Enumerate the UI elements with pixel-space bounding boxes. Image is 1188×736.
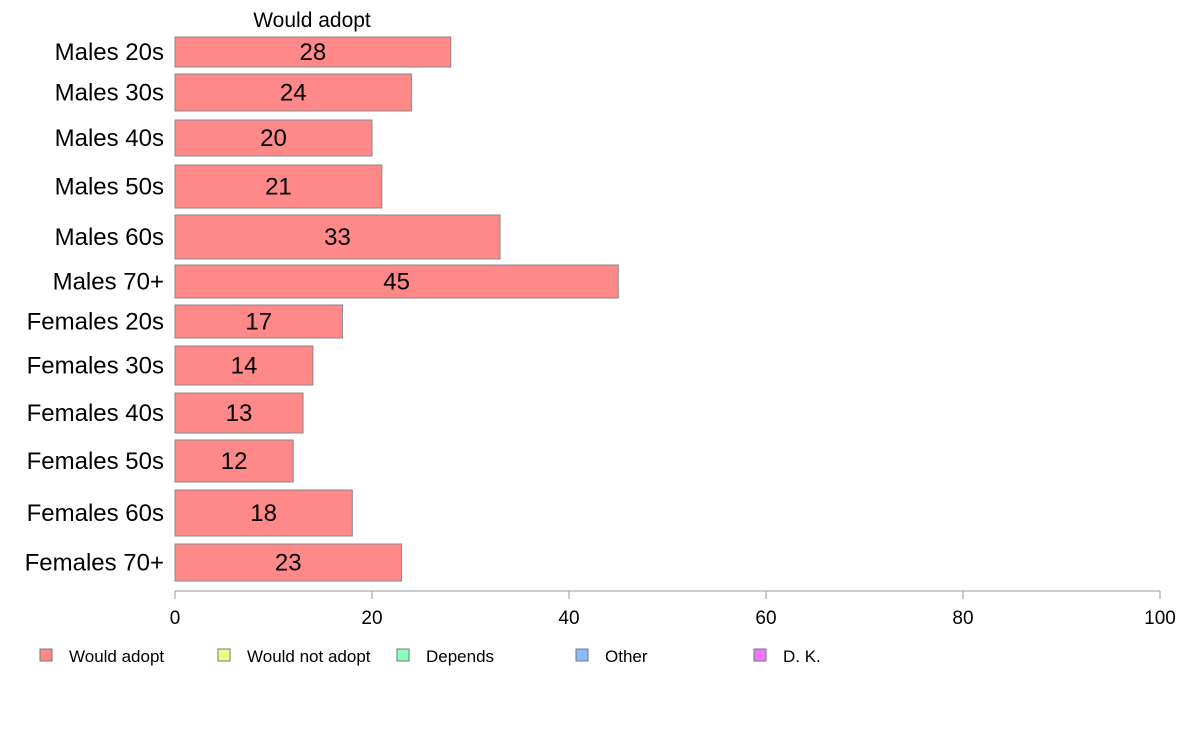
legend-label: D. K. [783,647,821,666]
bar-value-label: 13 [226,400,253,427]
x-tick-label: 0 [170,608,181,629]
bar-value-label: 20 [260,125,287,152]
category-label: Males 50s [55,174,164,201]
bar-value-label: 24 [280,80,307,107]
bar-value-label: 21 [265,174,292,201]
x-tick-label: 60 [755,608,776,629]
bar [174,164,383,209]
category-label: Females 20s [27,309,164,336]
category-label: Females 30s [27,353,164,380]
legend-label: Would not adopt [247,647,371,666]
category-label: Females 40s [27,400,164,427]
bar [174,489,353,537]
bar [174,73,412,112]
category-label: Females 70+ [25,550,164,577]
bar [174,36,452,68]
bar [174,392,304,434]
category-label: Males 40s [55,125,164,152]
bar-value-label: 23 [275,550,302,577]
bar-value-label: 33 [324,224,351,251]
legend-swatch [396,648,410,662]
bar-value-label: 45 [383,269,410,296]
legend: Would adopt Would not adopt Depends Other D.… [39,647,821,666]
category-label: Females 50s [27,448,164,475]
legend-label: Depends [426,647,494,666]
category-label: Males 30s [55,80,164,107]
legend-swatch [753,648,767,662]
bar-value-label: 12 [221,448,248,475]
x-tick-label: 80 [952,608,973,629]
bar [174,264,619,299]
column-header: Would adopt [253,9,371,32]
bar [174,439,294,483]
legend-label: Would adopt [69,647,164,666]
bar [174,345,314,386]
x-axis: 0 20 40 60 80 100 [170,590,1176,629]
x-tick-label: 100 [1144,608,1176,629]
legend-label: Other [605,647,648,666]
bar [174,214,501,260]
bar-value-label: 14 [231,353,258,380]
category-label: Females 60s [27,500,164,527]
category-labels: Males 20s Males 30s Males 40s Males 50s Male… [25,39,164,577]
bar [174,119,373,157]
x-tick-label: 40 [558,608,579,629]
legend-swatch [217,648,231,662]
category-label: Males 60s [55,224,164,251]
category-label: Males 20s [55,39,164,66]
legend-swatch [575,648,589,662]
bar-value-label: 28 [300,39,327,66]
bar [174,543,403,582]
legend-swatch [39,648,53,662]
x-tick-label: 20 [361,608,382,629]
bar [174,304,343,339]
bar-value-label: 17 [245,309,272,336]
category-label: Males 70+ [53,269,164,296]
bar-value-label: 18 [250,500,277,527]
